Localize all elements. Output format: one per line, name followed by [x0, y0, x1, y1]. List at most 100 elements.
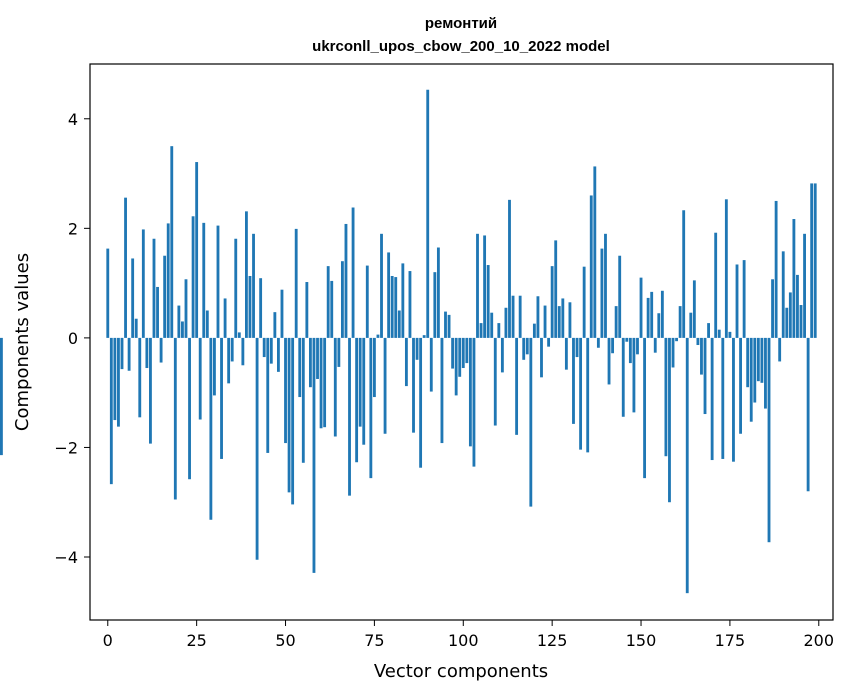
bar-127 — [557, 306, 561, 338]
bar-20 — [177, 305, 181, 338]
bar-15 — [159, 337, 163, 363]
bar-75 — [372, 337, 376, 398]
bar-150 — [639, 277, 643, 338]
x-axis: 0 25 50 75 100 125 150 175 200 — [103, 620, 834, 650]
bar-44 — [262, 337, 266, 358]
x-tick-label-175: 175 — [715, 631, 746, 650]
bar-120 — [532, 323, 536, 338]
bar-98 — [454, 337, 458, 396]
bar-105 — [479, 323, 483, 338]
bar-68 — [348, 337, 351, 496]
bar-142 — [611, 337, 615, 354]
bar-112 — [504, 307, 508, 338]
bar-117 — [522, 337, 526, 360]
bar-52 — [291, 337, 295, 505]
bar-32 — [220, 337, 223, 459]
bar-188 — [774, 200, 778, 338]
bar-94 — [440, 337, 444, 444]
bar-80 — [390, 275, 394, 338]
bar-66 — [340, 261, 344, 338]
bar-133 — [579, 337, 583, 450]
bar-10 — [141, 229, 145, 338]
bar-123 — [543, 305, 547, 338]
bar-107 — [486, 265, 490, 338]
bar-48 — [276, 337, 280, 372]
bar-56 — [305, 282, 309, 338]
x-tick-label-75: 75 — [364, 631, 384, 650]
bar-154 — [653, 337, 657, 353]
bar-61 — [323, 337, 327, 428]
bar-88 — [419, 337, 423, 468]
x-tick-label-150: 150 — [626, 631, 657, 650]
bar-45 — [266, 337, 270, 453]
bar-124 — [547, 337, 551, 347]
bar-132 — [575, 337, 579, 358]
bar-51 — [287, 337, 291, 493]
bar-101 — [465, 337, 469, 364]
bar-136 — [589, 195, 593, 338]
bar-22 — [184, 279, 188, 338]
bar-59 — [316, 337, 319, 379]
bar-29 — [209, 337, 213, 520]
bar-109 — [493, 337, 497, 426]
bar-78 — [383, 337, 387, 434]
bar-165 — [692, 280, 696, 338]
bar-47 — [273, 312, 277, 338]
bar-82 — [397, 310, 401, 338]
bar-95 — [444, 311, 447, 338]
bar-190 — [781, 251, 785, 338]
bar-83 — [401, 263, 405, 338]
bar-141 — [607, 337, 611, 385]
y-tick-label--2: −2 — [54, 438, 78, 457]
bar-76 — [376, 334, 380, 338]
bar-73 — [365, 265, 369, 338]
bar-86 — [412, 337, 415, 433]
bar-39 — [244, 211, 248, 338]
bar-62 — [326, 266, 330, 338]
y-tick-label-0: 0 — [68, 329, 78, 348]
bar-4 — [120, 337, 124, 370]
bar-5 — [124, 197, 127, 338]
bar-161 — [678, 306, 682, 338]
bar-184 — [760, 337, 764, 383]
bar-31 — [216, 225, 220, 338]
bar-55 — [301, 337, 305, 463]
bar-3 — [117, 337, 120, 427]
plot-frame — [89, 63, 834, 621]
bar-166 — [696, 337, 700, 346]
bar-69 — [351, 207, 355, 338]
bar-19 — [173, 337, 177, 500]
bar-24 — [191, 216, 195, 338]
bar-130 — [568, 302, 572, 338]
bar-2 — [113, 337, 117, 421]
bar-87 — [415, 337, 419, 360]
bar-103 — [472, 337, 476, 467]
x-axis-label: Vector components — [374, 661, 548, 682]
bar-149 — [636, 337, 639, 355]
bar-7 — [131, 258, 135, 338]
bar-140 — [604, 233, 607, 338]
bar-1 — [109, 337, 113, 485]
bar-38 — [241, 337, 245, 366]
x-tick-label-25: 25 — [186, 631, 206, 650]
bar-18 — [170, 146, 174, 338]
bar-93 — [436, 247, 440, 338]
bar-108 — [490, 312, 494, 338]
bar-144 — [618, 255, 622, 338]
bar-64 — [333, 337, 337, 437]
bars-group — [0, 89, 817, 594]
bar-71 — [358, 337, 362, 427]
bar-13 — [152, 238, 156, 338]
bar-11 — [145, 337, 149, 369]
bar-199 — [813, 183, 817, 338]
bar-137 — [593, 166, 597, 338]
bar-77 — [380, 233, 383, 338]
bar-194 — [796, 274, 799, 338]
bar-27 — [202, 222, 206, 338]
bar-111 — [500, 337, 504, 373]
bar-174 — [724, 199, 728, 338]
bar-152 — [646, 297, 650, 338]
bar-197 — [806, 337, 810, 492]
bar-58 — [312, 337, 316, 573]
bar-100 — [461, 337, 465, 369]
